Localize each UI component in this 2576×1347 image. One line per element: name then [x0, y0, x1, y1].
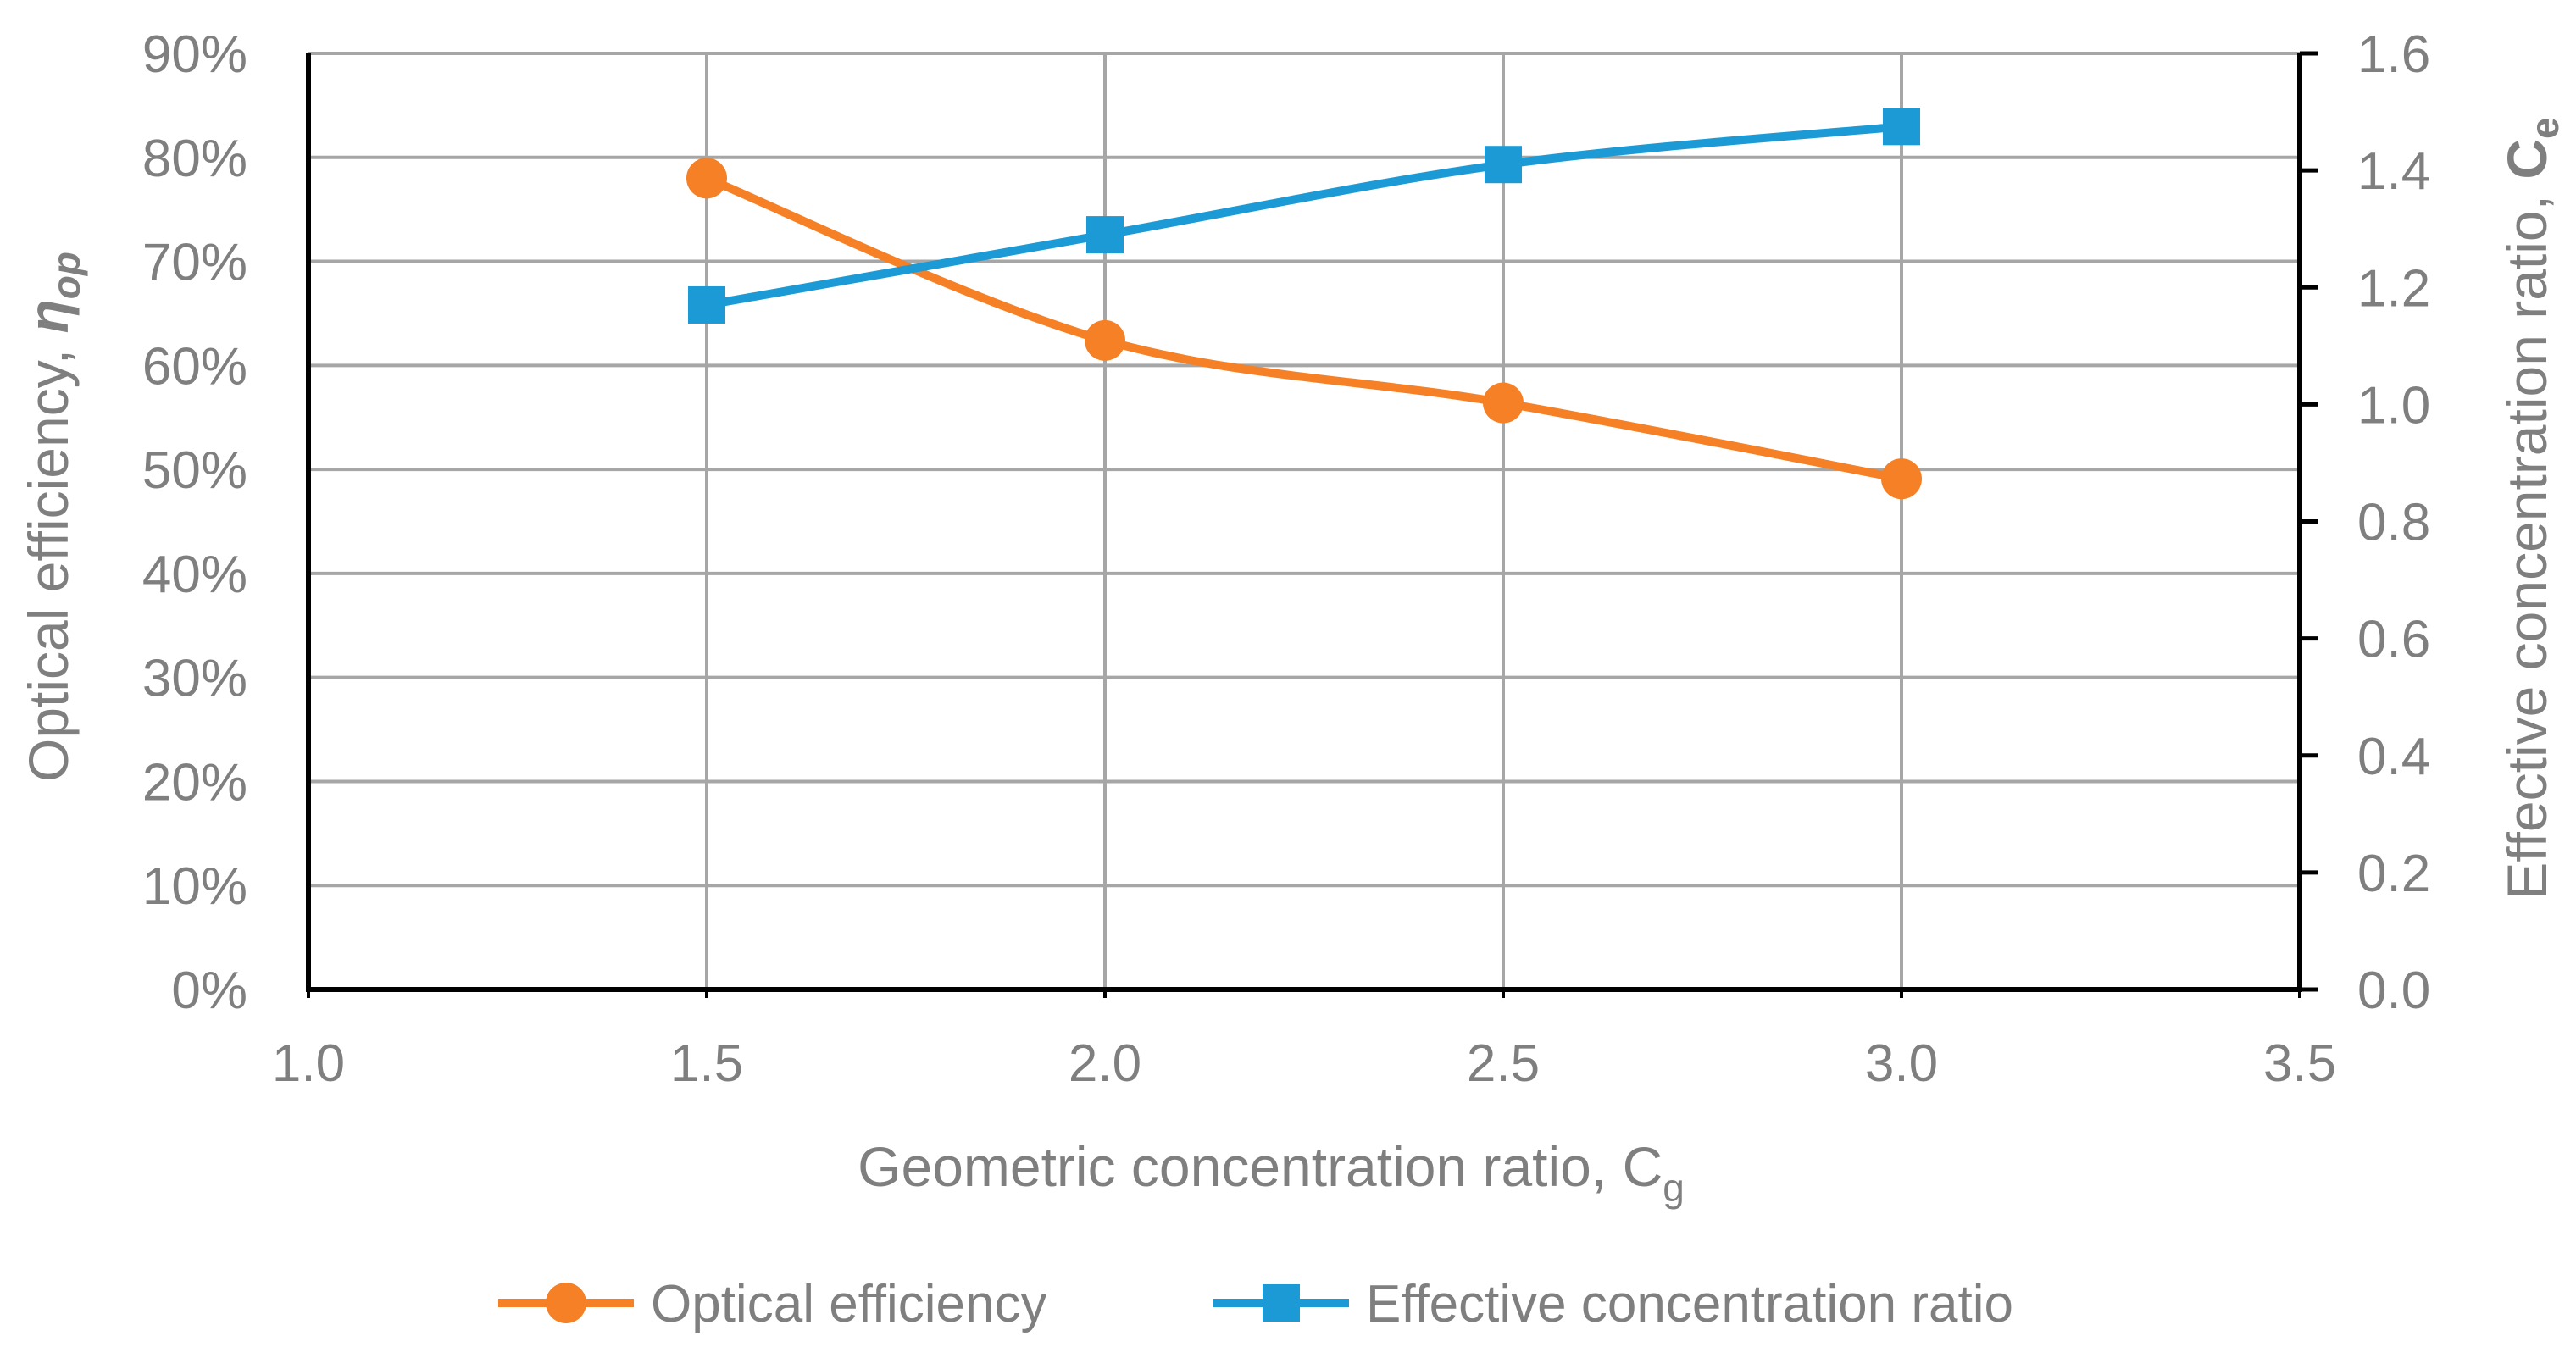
y-right-tick-label-0.4: 0.4	[2357, 728, 2430, 786]
y-left-tick-label-30%: 30%	[142, 650, 247, 708]
axes	[306, 51, 2318, 998]
legend-item-effective-concentration-ratio: Effective concentration ratio	[1213, 1275, 2013, 1333]
legend-label-optical-efficiency: Optical efficiency	[651, 1275, 1047, 1333]
y-left-tick-label-0%: 0%	[171, 962, 247, 1020]
y-right-tick-label-0.6: 0.6	[2357, 611, 2430, 669]
y-right-tick-label-1.0: 1.0	[2357, 376, 2430, 435]
y-right-tick-label-0.2: 0.2	[2357, 845, 2430, 903]
left-y-tick-labels: 0% 10% 20% 30% 40% 50% 60% 70% 80% 90%	[142, 25, 247, 1020]
point-effective-concentration-ratio-2	[1086, 216, 1124, 254]
x-axis-title: Geometric concentration ratio, Cg	[858, 1135, 1685, 1210]
legend-item-optical-efficiency: Optical efficiency	[498, 1275, 1047, 1333]
point-effective-concentration-ratio-3	[1883, 108, 1920, 146]
y-left-tick-label-20%: 20%	[142, 753, 247, 812]
x-tick-label-2.0: 2.0	[1069, 1034, 1141, 1093]
point-optical-efficiency-2.5	[1483, 382, 1524, 424]
y-right-tick-label-0.8: 0.8	[2357, 494, 2430, 552]
point-optical-efficiency-1.5	[686, 158, 727, 199]
legend-label-effective-concentration-ratio: Effective concentration ratio	[1366, 1275, 2013, 1333]
y-right-tick-label-1.6: 1.6	[2357, 25, 2430, 84]
y-right-tick-label-1.4: 1.4	[2357, 142, 2430, 201]
y-right-tick-label-1.2: 1.2	[2357, 259, 2430, 318]
x-tick-label-3.0: 3.0	[1865, 1034, 1938, 1093]
right-y-tick-labels: 0.0 0.2 0.4 0.6 0.8 1.0 1.2 1.4 1.6	[2357, 25, 2430, 1020]
point-effective-concentration-ratio-2.5	[1485, 146, 1522, 184]
x-tick-label-3.5: 3.5	[2263, 1034, 2336, 1093]
point-effective-concentration-ratio-1.5	[688, 285, 725, 324]
y-left-tick-label-70%: 70%	[142, 234, 247, 292]
legend: Optical efficiency Effective concentrati…	[498, 1275, 2013, 1333]
vertical-gridlines	[705, 53, 1903, 989]
legend-marker-circle	[546, 1283, 586, 1323]
point-optical-efficiency-3	[1881, 458, 1922, 500]
left-y-axis-title: Optical efficiency, ηop	[17, 252, 88, 782]
series-line-effective-concentration-ratio	[706, 122, 1902, 309]
y-left-tick-label-60%: 60%	[142, 337, 247, 396]
y-left-tick-label-40%: 40%	[142, 546, 247, 604]
x-tick-label-1.5: 1.5	[670, 1034, 743, 1093]
legend-marker-square	[1263, 1284, 1300, 1322]
x-tick-label-1.0: 1.0	[272, 1034, 345, 1093]
series-effective-concentration-ratio	[688, 108, 1920, 324]
series-line-optical-efficiency	[705, 174, 1902, 484]
y-left-tick-label-80%: 80%	[142, 130, 247, 188]
right-y-axis-title: Effective concentration ratio, Ce	[2496, 117, 2567, 899]
y-left-tick-label-50%: 50%	[142, 441, 247, 500]
x-tick-labels: 1.0 1.5 2.0 2.5 3.0 3.5	[272, 1034, 2336, 1093]
horizontal-gridlines	[308, 52, 2300, 888]
x-tick-label-2.5: 2.5	[1467, 1034, 1540, 1093]
point-optical-efficiency-2	[1085, 319, 1125, 361]
y-left-tick-label-10%: 10%	[142, 857, 247, 916]
series-optical-efficiency	[686, 158, 1922, 500]
y-left-tick-label-90%: 90%	[142, 25, 247, 84]
data-series	[686, 108, 1922, 500]
y-right-tick-label-0.0: 0.0	[2357, 962, 2430, 1020]
